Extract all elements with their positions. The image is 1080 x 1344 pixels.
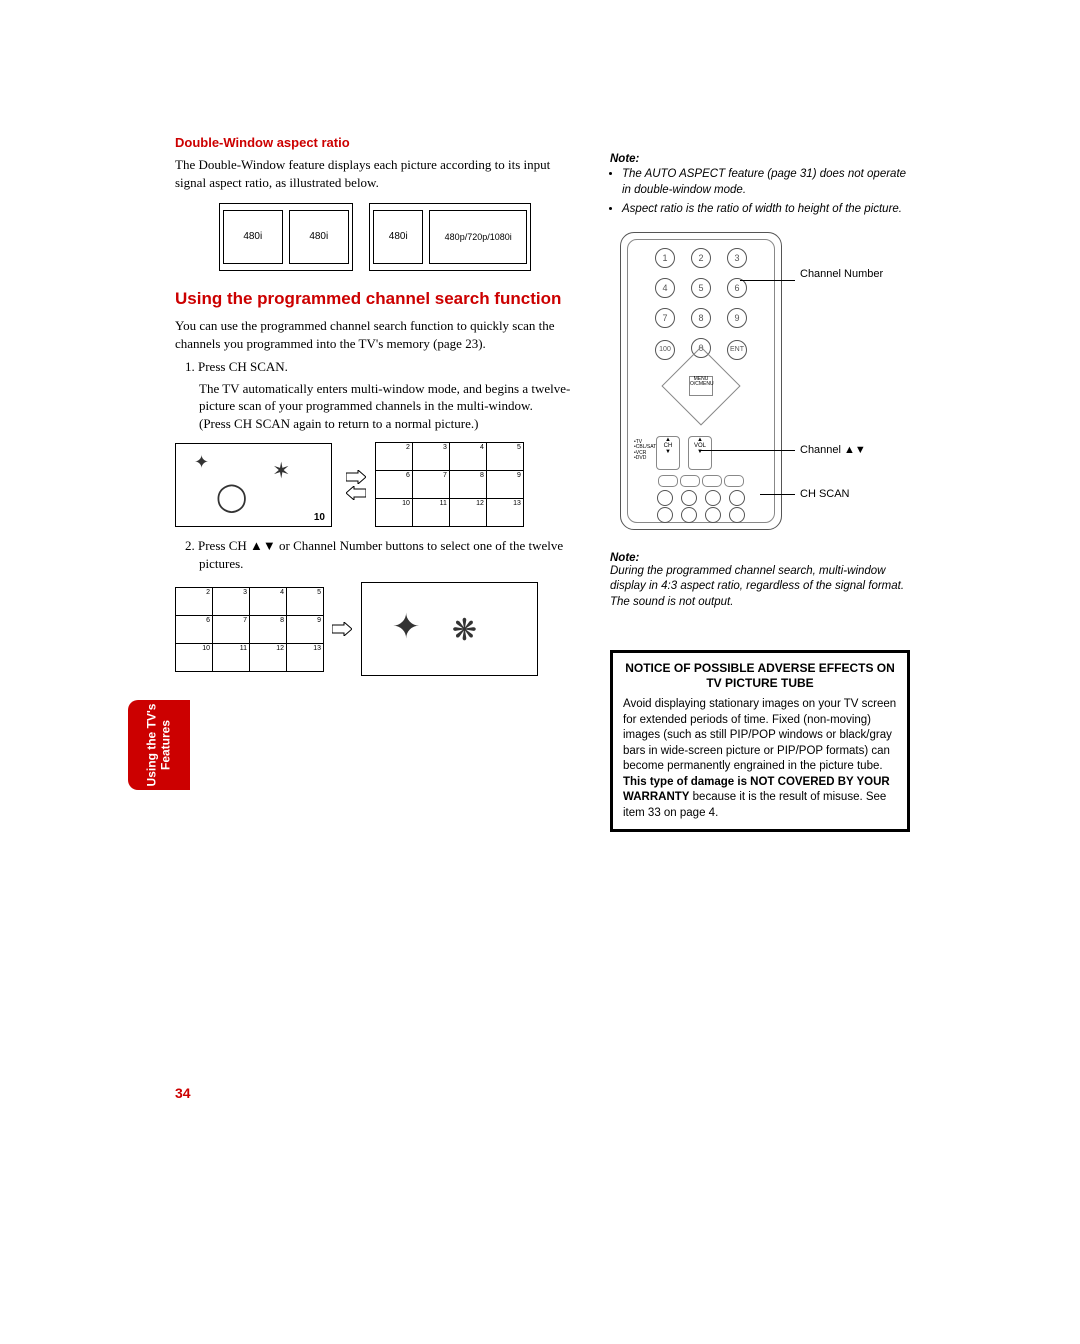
grid-cell: 13 (486, 499, 523, 527)
grid-cell: 8 (449, 471, 486, 499)
annotation-channel-updown: Channel ▲▼ (800, 444, 866, 456)
grid-cell: 7 (213, 615, 250, 643)
left-column: Double-Window aspect ratio The Double-Wi… (175, 135, 575, 676)
grid-cell: 10 (176, 643, 213, 671)
grid-cell: 12 (449, 499, 486, 527)
dw-cell-480i-1: 480i (223, 210, 283, 264)
step-1-body-a: The TV automatically enters multi-window… (199, 380, 575, 415)
step-1-body-b: (Press CH SCAN again to return to a norm… (199, 415, 575, 433)
arrow-column (346, 468, 366, 502)
remote-btn-7: 7 (655, 308, 675, 328)
section-title-channel-search: Using the programmed channel search func… (175, 289, 575, 309)
remote-btn-5: 5 (691, 278, 711, 298)
grid-cell: 4 (449, 443, 486, 471)
remote-btn-3: 3 (727, 248, 747, 268)
grid-cell: 6 (375, 471, 412, 499)
page-content: Double-Window aspect ratio The Double-Wi… (175, 135, 910, 832)
remote-outline: 123 456 789 1000ENT MENUO/CMENU ▲CH▼ ▲VO… (620, 232, 782, 530)
dw-box-2: 480i480p/720p/1080i (369, 203, 531, 271)
arrow-left-icon (346, 486, 366, 500)
right-column: Note: The AUTO ASPECT feature (page 31) … (610, 135, 910, 832)
grid-cell: 11 (412, 499, 449, 527)
remote-btn-100: 100 (655, 340, 675, 360)
dw-cell-480i-3: 480i (373, 210, 423, 264)
grid-cell: 9 (287, 615, 324, 643)
arrow-right-icon (346, 470, 366, 484)
step-2: 2. Press CH ▲▼ or Channel Number buttons… (185, 537, 575, 572)
note-2-label: Note: (610, 552, 910, 564)
notice-body-pre: Avoid displaying stationary images on yo… (623, 698, 896, 772)
grid-cell: 4 (250, 587, 287, 615)
grid-cell: 3 (213, 587, 250, 615)
grid-cell: 12 (250, 643, 287, 671)
notice-title: NOTICE OF POSSIBLE ADVERSE EFFECTS ON TV… (623, 661, 897, 691)
arrow-single (332, 620, 352, 638)
grid-cell: 5 (486, 443, 523, 471)
grid-cell: 6 (176, 615, 213, 643)
remote-btn-ent: ENT (727, 340, 747, 360)
grid-cell: 7 (412, 471, 449, 499)
grid-cell: 5 (287, 587, 324, 615)
remote-btn-8: 8 (691, 308, 711, 328)
grid-cell: 2 (176, 587, 213, 615)
note-1-list: The AUTO ASPECT feature (page 31) does n… (610, 167, 910, 218)
double-window-diagram: 480i480i 480i480p/720p/1080i (175, 203, 575, 271)
dw-cell-multi: 480p/720p/1080i (429, 210, 527, 264)
single-picture-number: 10 (314, 512, 325, 523)
sub-heading-double-window: Double-Window aspect ratio (175, 135, 575, 150)
annotation-channel-number: Channel Number (800, 268, 883, 280)
illustration-scan-1: ✦ ◯ ✶ 10 2 3 4 5 6 7 8 9 (175, 442, 575, 527)
grid-cell: 8 (250, 615, 287, 643)
remote-btn-4: 4 (655, 278, 675, 298)
grid-12-box-1: 2 3 4 5 6 7 8 9 10 11 12 13 (375, 442, 524, 527)
note-2-body: During the programmed channel search, mu… (610, 564, 910, 611)
grid-cell: 9 (486, 471, 523, 499)
grid-12-box-2: 2 3 4 5 6 7 8 9 10 11 12 13 (175, 587, 324, 672)
grid-cell: 3 (412, 443, 449, 471)
notice-body: Avoid displaying stationary images on yo… (623, 697, 897, 821)
double-window-body: The Double-Window feature displays each … (175, 156, 575, 191)
remote-diagram: 123 456 789 1000ENT MENUO/CMENU ▲CH▼ ▲VO… (610, 232, 910, 532)
remote-btn-1: 1 (655, 248, 675, 268)
arrow-right-icon (332, 622, 352, 636)
note-1-item: The AUTO ASPECT feature (page 31) does n… (622, 167, 910, 198)
channel-search-body: You can use the programmed channel searc… (175, 317, 575, 352)
remote-btn-6: 6 (727, 278, 747, 298)
single-picture-box-2: ✦ ❋ (361, 582, 538, 676)
grid-cell: 2 (375, 443, 412, 471)
single-picture-box: ✦ ◯ ✶ 10 (175, 443, 332, 527)
step-1-lead: 1. Press CH SCAN. (185, 358, 575, 376)
chapter-tab-label: Using the TV'sFeatures (145, 704, 174, 787)
warranty-notice-box: NOTICE OF POSSIBLE ADVERSE EFFECTS ON TV… (610, 650, 910, 832)
grid-cell: 13 (287, 643, 324, 671)
page-number: 34 (175, 1085, 191, 1101)
remote-btn-2: 2 (691, 248, 711, 268)
grid-cell: 11 (213, 643, 250, 671)
dw-box-1: 480i480i (219, 203, 353, 271)
remote-btn-9: 9 (727, 308, 747, 328)
illustration-scan-2: 2 3 4 5 6 7 8 9 10 11 12 13 (175, 582, 575, 676)
annotation-ch-scan: CH SCAN (800, 488, 850, 500)
dw-cell-480i-2: 480i (289, 210, 349, 264)
grid-cell: 10 (375, 499, 412, 527)
note-1-label: Note: (610, 153, 910, 165)
note-1-item: Aspect ratio is the ratio of width to he… (622, 202, 910, 218)
